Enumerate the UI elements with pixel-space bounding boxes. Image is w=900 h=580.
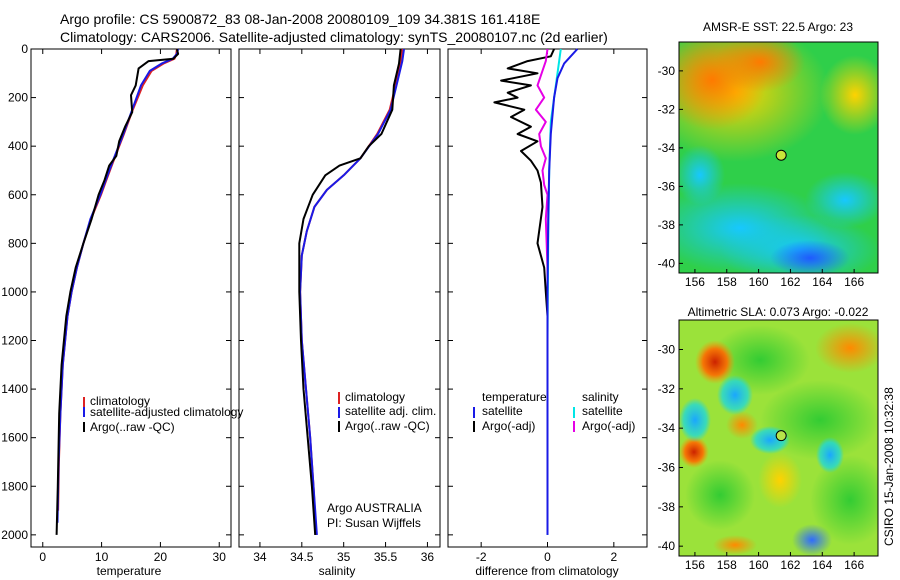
series-line-argo xyxy=(298,48,402,535)
series-line-argo-s-diff xyxy=(534,48,549,414)
legend-label: Argo(-adj) xyxy=(582,419,635,433)
y-tick-label: -32 xyxy=(658,382,676,396)
y-tick-label: 800 xyxy=(8,236,28,250)
x-axis-label: temperature xyxy=(97,564,162,578)
salinity-frame xyxy=(238,48,441,548)
x-tick-label: 0 xyxy=(544,550,551,564)
legend-label: Argo(..raw -QC) xyxy=(90,420,175,434)
y-tick-label: 1600 xyxy=(1,431,28,445)
sst-map: 156 158 160 162 164 166 -30 -32 -34 -36 -38 -40 xyxy=(658,41,879,289)
y-tick-label: -38 xyxy=(658,500,676,514)
legend-label: satellite-adjusted climatology xyxy=(90,405,243,419)
x-tick-label: 158 xyxy=(717,275,737,289)
x-axis-label: salinity xyxy=(319,564,356,578)
x-tick-label: 36 xyxy=(421,550,435,564)
y-tick-label: 1000 xyxy=(1,285,28,299)
y-tick-label: -40 xyxy=(658,539,676,553)
x-tick-label: 156 xyxy=(685,275,705,289)
series-line-climatology xyxy=(57,48,178,511)
y-tick-label: 400 xyxy=(8,139,28,153)
x-tick-label: 158 xyxy=(717,558,737,572)
argo-float-marker xyxy=(775,149,787,161)
legend-label: Argo(-adj) xyxy=(482,419,535,433)
title-line-1: Argo profile: CS 5900872_83 08-Jan-2008 … xyxy=(60,11,541,27)
x-tick-label: 162 xyxy=(780,558,800,572)
sla-map: 156 158 160 162 164 166 -30 -32 -34 -36 -38 -40 xyxy=(658,319,879,572)
x-tick-label: 160 xyxy=(749,275,769,289)
sst-map-frame xyxy=(678,41,879,274)
pi-label: PI: Susan Wijffels xyxy=(327,516,421,530)
difference-legend: temperature satellite Argo(-adj) salinit… xyxy=(473,390,635,433)
x-tick-label: 162 xyxy=(780,275,800,289)
x-tick-label: 0 xyxy=(39,550,46,564)
temperature-frame xyxy=(30,48,232,548)
argo-australia-label: Argo AUSTRALIA xyxy=(327,501,422,515)
difference-plot: -2 0 2 xyxy=(447,48,648,564)
legend-label: satellite xyxy=(582,404,623,418)
legend-label: climatology xyxy=(345,390,405,404)
y-tick-label: -30 xyxy=(658,64,676,78)
y-tick-label: 2000 xyxy=(1,528,28,542)
x-tick-label: 10 xyxy=(95,550,109,564)
x-tick-label: 35 xyxy=(337,550,351,564)
x-tick-label: 35.5 xyxy=(374,550,398,564)
x-tick-label: 34.5 xyxy=(290,550,314,564)
legend-label: satellite xyxy=(482,404,523,418)
title-line-2: Climatology: CARS2006. Satellite-adjuste… xyxy=(60,29,608,45)
x-tick-label: 166 xyxy=(844,275,864,289)
x-tick-label: 160 xyxy=(749,558,769,572)
x-tick-label: 166 xyxy=(844,558,864,572)
y-tick-label: -34 xyxy=(658,141,676,155)
sla-map-title: Altimetric SLA: 0.073 Argo: -0.022 xyxy=(688,305,869,319)
legend-label: satellite adj. clim. xyxy=(345,404,436,418)
sla-map-frame xyxy=(678,319,879,557)
legend-title: salinity xyxy=(582,390,619,404)
argo-float-marker xyxy=(775,430,787,442)
y-tick-label: 1800 xyxy=(1,479,28,493)
y-tick-label: 1400 xyxy=(1,382,28,396)
salinity-legend: climatology satellite adj. clim. Argo(..… xyxy=(327,390,436,530)
sst-map-title: AMSR-E SST: 22.5 Argo: 23 xyxy=(703,20,853,34)
y-tick-label: -34 xyxy=(658,421,676,435)
y-tick-label: 600 xyxy=(8,188,28,202)
y-tick-label: 1200 xyxy=(1,334,28,348)
legend-label: climatology xyxy=(90,394,150,408)
temperature-plot: 0 10 20 30 0 200 400 600 800 1000 1200 1400 1600 1800… xyxy=(1,42,232,564)
temperature-legend: climatology satellite-adjusted climatolo… xyxy=(83,394,243,434)
side-timestamp-label: CSIRO 15-Jan-2008 10:32:38 xyxy=(882,387,896,546)
legend-title: temperature xyxy=(482,390,547,404)
sst-map-field xyxy=(679,42,878,273)
x-tick-label: 30 xyxy=(213,550,227,564)
y-tick-label: -40 xyxy=(658,256,676,270)
x-tick-label: 156 xyxy=(685,558,705,572)
x-tick-label: 164 xyxy=(812,275,832,289)
y-tick-label: -30 xyxy=(658,343,676,357)
x-tick-label: 20 xyxy=(154,550,168,564)
series-line-satellite-adj-clim- xyxy=(299,48,405,535)
y-tick-label: -36 xyxy=(658,461,676,475)
series-line-sat-t-diff xyxy=(546,48,579,535)
x-tick-label: -2 xyxy=(476,550,487,564)
y-tick-label: -38 xyxy=(658,218,676,232)
sla-map-field xyxy=(679,320,878,556)
series-line-satellite-adjusted-climatology xyxy=(56,48,180,523)
x-tick-label: 2 xyxy=(610,550,617,564)
series-line-sat-s-diff xyxy=(546,48,562,535)
x-tick-label: 164 xyxy=(812,558,832,572)
y-tick-label: 0 xyxy=(21,42,28,56)
y-tick-label: 200 xyxy=(8,91,28,105)
salinity-plot: 34 34.5 35 35.5 36 xyxy=(238,48,441,564)
y-tick-label: -32 xyxy=(658,102,676,116)
y-tick-label: -36 xyxy=(658,179,676,193)
legend-label: Argo(..raw -QC) xyxy=(345,419,430,433)
series-line-argo xyxy=(55,48,180,535)
x-axis-label: difference from climatology xyxy=(475,564,618,578)
x-tick-label: 34 xyxy=(253,550,267,564)
